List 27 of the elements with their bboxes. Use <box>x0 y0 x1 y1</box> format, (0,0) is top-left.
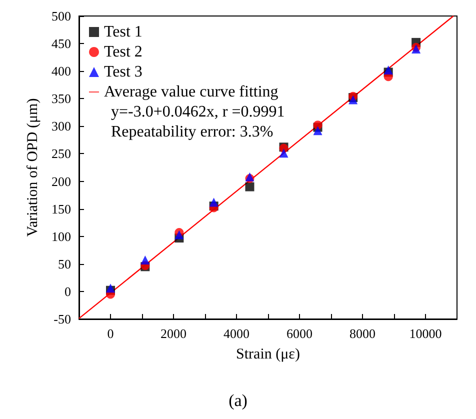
x-tick-label: 6000 <box>286 326 312 341</box>
y-tick-label: 200 <box>52 174 71 189</box>
annotation: Repeatability error: 3.3% <box>111 124 274 140</box>
y-tick-label: 250 <box>52 146 71 162</box>
legend-label: Test 3 <box>104 64 142 80</box>
y-tick-label: 300 <box>52 118 71 134</box>
y-tick-label: -50 <box>54 312 71 326</box>
x-axis-title: Strain (με) <box>236 346 300 362</box>
x-tick-label: 0 <box>107 326 114 341</box>
y-tick-label: 500 <box>52 8 71 24</box>
legend-label: Test 2 <box>104 44 142 60</box>
y-tick-label: 50 <box>58 256 71 272</box>
y-tick-label: 350 <box>52 91 71 106</box>
y-tick-label: 100 <box>52 228 71 244</box>
y-tick-label: 450 <box>52 36 71 52</box>
text: (a) <box>228 391 248 410</box>
y-tick-label: 400 <box>52 64 71 79</box>
annotation: y=-3.0+0.0462x, r =0.9991 <box>111 104 285 120</box>
y-axis-title: Variation of OPD (μm) <box>25 98 42 237</box>
y-tick-label: 150 <box>52 201 71 216</box>
x-tick-label: 4000 <box>224 326 250 341</box>
x-tick-label: 10000 <box>409 326 442 341</box>
legend-label: Average value curve fitting <box>104 84 278 100</box>
y-tick-label: 0 <box>64 284 71 299</box>
x-tick-label: 2000 <box>160 326 186 341</box>
x-tick-label: 8000 <box>350 326 376 341</box>
legend-label: Test 1 <box>104 24 142 40</box>
